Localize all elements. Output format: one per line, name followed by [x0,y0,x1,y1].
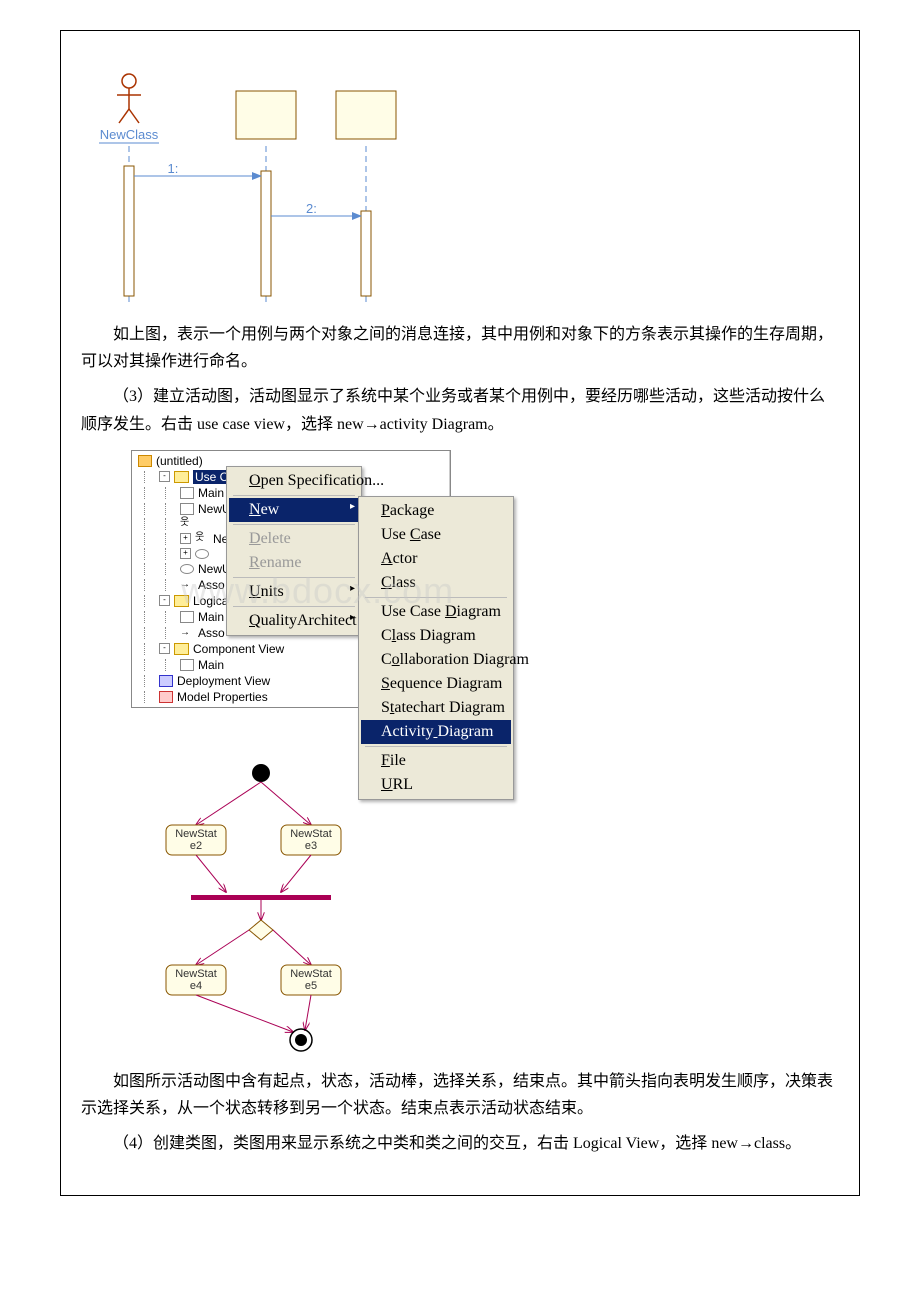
para2-text-end: 。 [488,416,504,433]
svg-text:e5: e5 [305,980,317,992]
sequence-diagram: NewClass 1: 2: [91,71,411,311]
menu-item[interactable]: URL [361,773,511,797]
para4-text-mid: ，选择 [659,1135,711,1152]
svg-text:e2: e2 [190,840,202,852]
page-border: NewClass1:2: 如上图，表示一个用例与两个对象之间的消息连接，其中用例… [60,30,860,1196]
svg-text:NewStat: NewStat [290,968,332,980]
menu-item[interactable]: File [361,749,511,773]
menu-item[interactable]: New [229,498,359,522]
para2-text-mid: ，选择 [285,416,337,433]
menu-item[interactable]: Class [361,571,511,595]
paragraph-2: （3）建立活动图，活动图显示了系统中某个业务或者某个用例中，要经历哪些活动，这些… [81,383,839,437]
menu-item[interactable]: Open Specification... [229,469,359,493]
para4-text-end: 。 [785,1135,801,1152]
paragraph-4: （4）创建类图，类图用来显示系统之中类和类之间的交互，右击 Logical Vi… [81,1130,839,1157]
menu-item[interactable]: Activity Diagram [361,720,511,744]
menu-item[interactable]: Sequence Diagram [361,672,511,696]
para4-text-pre: （4）创建类图，类图用来显示系统之中类和类之间的交互，右击 [113,1135,573,1152]
menu-item[interactable]: Class Diagram [361,624,511,648]
menu-item[interactable]: Delete [229,527,359,551]
svg-text:e4: e4 [190,980,202,992]
svg-text:NewStat: NewStat [175,968,217,980]
context-submenu: PackageUse CaseActorClass Use Case Diagra… [358,496,514,800]
svg-text:e3: e3 [305,840,317,852]
menu-item[interactable]: QualityArchitect [229,609,359,633]
context-menu-1: Open Specification... New DeleteRename Unit… [226,466,362,636]
menu-item[interactable]: Use Case Diagram [361,600,511,624]
menu-item[interactable]: Statechart Diagram [361,696,511,720]
svg-text:NewClass: NewClass [100,127,159,142]
menu-item[interactable]: Use Case [361,523,511,547]
svg-text:NewStat: NewStat [175,828,217,840]
menu-item[interactable]: Units [229,580,359,604]
menu-item[interactable]: Package [361,499,511,523]
paragraph-3: 如图所示活动图中含有起点，状态，活动棒，选择关系，结束点。其中箭头指向表明发生顺… [81,1068,839,1122]
para4-en1: Logical View [573,1135,659,1152]
menu-item[interactable]: Actor [361,547,511,571]
svg-text:2:: 2: [306,201,317,216]
para2-en2: new→activity Diagram [337,416,488,433]
menu-item[interactable]: Rename [229,551,359,575]
para2-en1: use case view [197,416,285,433]
para4-en2: new→class [711,1135,785,1152]
svg-text:1:: 1: [168,161,179,176]
svg-text:NewStat: NewStat [290,828,332,840]
paragraph-1: 如上图，表示一个用例与两个对象之间的消息连接，其中用例和对象下的方条表示其操作的… [81,321,839,375]
activity-diagram: NewState2NewState3NewState4NewState5 [131,755,391,1060]
menu-item[interactable]: Collaboration Diagram [361,648,511,672]
screenshot-context-menu: (untitled)-Use Case ViewMainNewU웃+웃NewC+… [81,450,839,755]
